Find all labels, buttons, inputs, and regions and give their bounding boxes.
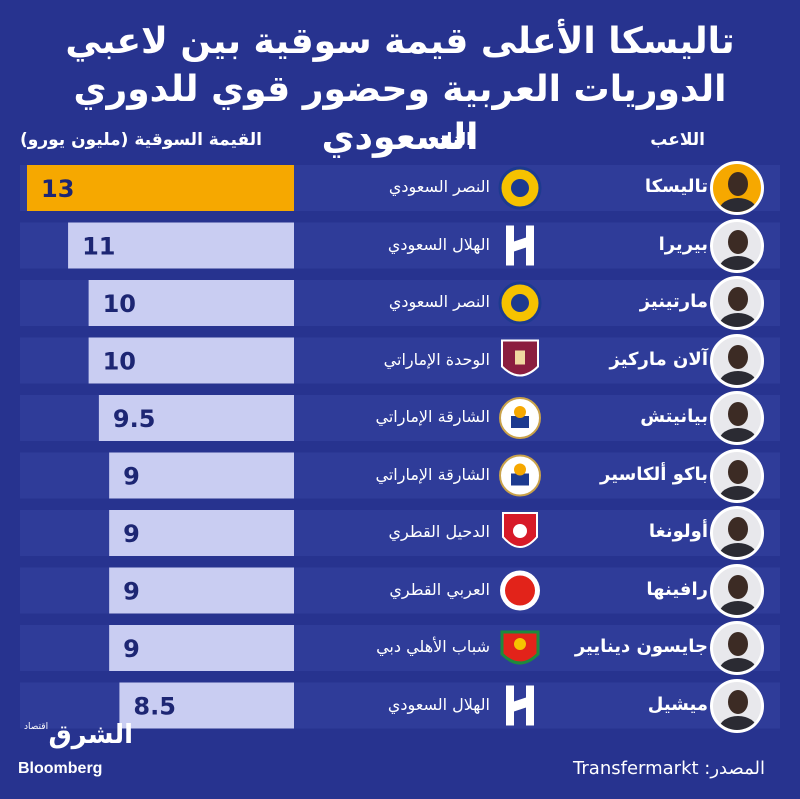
value-label: 10 <box>103 290 136 318</box>
sharjah-crest-icon <box>499 454 541 497</box>
bar <box>109 567 295 614</box>
value-label: 9 <box>123 520 140 548</box>
bar <box>27 165 294 211</box>
club-name: العربي القطري <box>389 579 490 599</box>
player-name: مارتينيز <box>639 291 708 312</box>
club-name: النصر السعودي <box>388 177 490 196</box>
club-name: الوحدة الإماراتي <box>383 349 490 369</box>
alhilal-crest-icon <box>506 685 534 726</box>
value-label: 13 <box>41 175 74 203</box>
bar <box>88 337 294 384</box>
player-name: آلان ماركيز <box>609 348 708 370</box>
bar <box>109 510 295 556</box>
club-name: شباب الأهلي دبي <box>376 637 490 656</box>
column-header-player: اللاعب <box>650 130 705 150</box>
asharq-bloomberg-logo: الشرق اقتصاد Bloomberg <box>18 720 133 780</box>
source-note: المصدر: Transfermarkt <box>573 758 765 779</box>
sharjah-crest-icon <box>499 397 541 439</box>
page-title: تاليسكا الأعلى قيمة سوقية بين لاعبي الدو… <box>65 21 735 158</box>
shababalahli-crest-icon <box>500 630 540 665</box>
player-avatar-icon <box>710 506 764 560</box>
club-name: الشارقة الإماراتي <box>375 407 490 426</box>
alhilal-crest-icon <box>506 225 534 266</box>
value-label: 10 <box>103 348 136 376</box>
bar <box>119 682 294 729</box>
player-avatar-icon <box>710 333 764 388</box>
value-label: 8.5 <box>133 693 176 721</box>
player-avatar-icon <box>710 678 764 733</box>
player-name: باكو ألكاسير <box>600 463 708 485</box>
alnassr-crest-icon <box>498 166 542 210</box>
duhail-crest-icon <box>502 512 538 548</box>
player-name: بيانيتش <box>640 406 708 427</box>
column-header-club: النادي <box>422 130 472 150</box>
club-name: الدحيل القطري <box>388 522 490 541</box>
alarabi-crest-icon <box>500 570 540 611</box>
club-name: الهلال السعودي <box>387 694 490 714</box>
alnassr-crest-icon <box>498 281 542 325</box>
value-label: 9 <box>123 463 140 491</box>
logo-english: Bloomberg <box>18 760 103 777</box>
player-name: ميشيل <box>647 693 708 715</box>
logo-arabic: الشرق <box>48 720 133 750</box>
player-avatar-icon <box>710 276 764 330</box>
player-avatar-icon <box>710 621 764 675</box>
player-avatar-icon <box>710 448 764 503</box>
bar <box>109 452 295 499</box>
club-name: النصر السعودي <box>388 292 490 311</box>
value-label: 11 <box>82 233 115 261</box>
value-label: 9 <box>123 578 140 606</box>
player-avatar-icon <box>710 563 764 618</box>
bar <box>109 625 295 671</box>
player-name: جايسون دينايير <box>574 636 708 657</box>
player-avatar-icon <box>710 218 764 273</box>
player-name: رافينها <box>646 578 708 600</box>
column-header-value: القيمة السوقية (مليون يورو) <box>20 130 262 150</box>
club-name: الهلال السعودي <box>387 234 490 254</box>
value-label: 9.5 <box>113 405 156 433</box>
value-label: 9 <box>123 635 140 663</box>
club-name: الشارقة الإماراتي <box>375 464 490 484</box>
player-avatar-icon <box>710 161 764 215</box>
player-avatar-icon <box>710 391 764 445</box>
player-name: أولونغا <box>648 521 708 542</box>
logo-sub: اقتصاد <box>24 722 49 732</box>
player-name: تاليسكا <box>644 176 708 197</box>
bar <box>68 222 294 269</box>
bar <box>98 395 294 441</box>
alwahda-crest-icon <box>501 339 539 377</box>
bar <box>88 280 294 326</box>
player-name: بيريرا <box>658 233 708 255</box>
